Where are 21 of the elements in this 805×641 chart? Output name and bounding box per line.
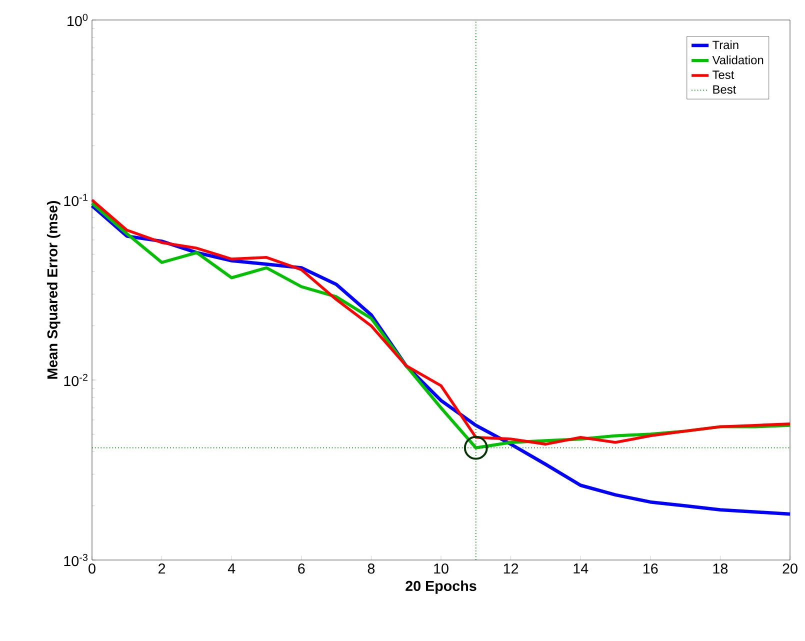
x-tick-label: 0 <box>88 564 96 574</box>
legend-label: Validation <box>712 56 764 64</box>
y-tick-label: 10$^{-1}$ <box>64 194 88 206</box>
x-tick-label: 10 <box>434 564 448 574</box>
x-tick-label: 16 <box>644 564 658 574</box>
x-tick-label: 18 <box>713 564 728 574</box>
legend-label: Best <box>713 85 736 94</box>
y-tick-label: 10$^{-2}$ <box>64 374 88 386</box>
x-axis-title: 20 Epochs <box>406 580 476 594</box>
x-tick-label: 4 <box>228 564 236 574</box>
y-axis-title: Mean Squared Error (mse) <box>46 201 60 379</box>
x-tick-label: 6 <box>298 564 305 574</box>
legend-label: Train <box>712 40 738 50</box>
legend-label: Test <box>712 70 734 79</box>
y-tick-label: 10$^{0}$ <box>68 14 88 26</box>
x-tick-label: 12 <box>504 564 518 574</box>
x-tick-label: 14 <box>574 564 588 574</box>
y-tick-label: 10$^{-3}$ <box>64 554 88 566</box>
x-tick-label: 20 <box>782 564 798 574</box>
x-tick-label: 2 <box>158 564 166 574</box>
x-tick-label: 8 <box>368 564 375 574</box>
